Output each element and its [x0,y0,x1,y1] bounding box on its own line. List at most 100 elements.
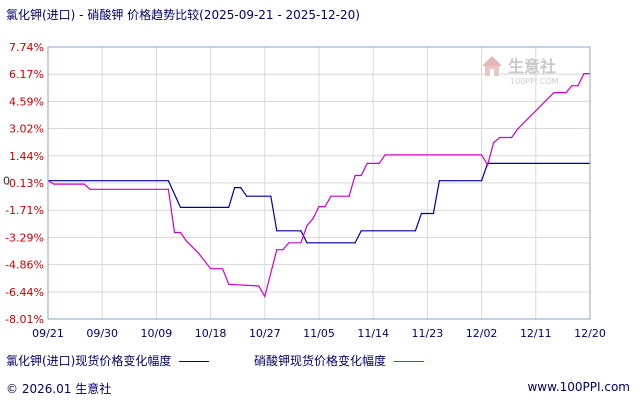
series-1-point [414,230,416,232]
legend: 氯化钾(进口)现货价格变化幅度 硝酸钾现货价格变化幅度 [0,352,640,370]
x-tick-label: 11/05 [303,327,335,340]
watermark-text: 生意社 [508,57,556,76]
series-2-point [258,285,260,287]
legend-label-series-2: 硝酸钾现货价格变化幅度 [254,354,387,368]
y-tick-label: -3.29% [5,231,44,244]
plot-border [47,46,591,320]
series-2-point [565,92,567,94]
watermark-logo-icon [482,56,502,76]
series-1-point [276,230,278,232]
y-tick-label: -1.71% [5,204,44,217]
legend-item-series-2: 硝酸钾现货价格变化幅度 [254,352,425,369]
series-2-point [493,142,495,144]
chart-svg: 生意社 100PPI.COM 7.74% 6.17% 4.59% 3.02% 1.44%… [3,41,606,340]
x-axis-ticks: 09/21 09/30 10/09 10/18 10/27 11/05 11/14 11/23… [32,327,606,340]
legend-swatch-series-2 [394,361,425,362]
series-2-point [173,231,176,234]
series-1-point [306,242,308,244]
x-tick-label: 09/21 [32,327,64,340]
x-tick-label: 11/23 [412,327,444,340]
y-zero-label: 0 [3,175,10,188]
series-1-point [234,187,236,189]
series-1-point [420,212,422,215]
series-2-point [511,136,513,139]
y-tick-label: 3.02% [9,123,44,136]
series-2-point [366,162,368,164]
series-2-point [264,295,266,297]
series-2-point [89,188,91,190]
series-1-point [240,187,242,189]
series-2-point [179,231,182,234]
y-tick-label: -6.44% [5,286,44,299]
series-2-point [306,225,308,227]
x-tick-label: 11/14 [357,327,389,340]
legend-swatch-series-1 [179,361,210,362]
series-2-point [553,92,555,94]
series-2-point [324,206,326,208]
watermark-url: 100PPI.COM [510,77,559,86]
y-tick-label: -8.01% [5,313,44,326]
series-1-point [167,180,169,182]
footer-copyright: © 2026.01 生意社 [6,382,112,396]
series-2-point [318,206,320,208]
y-tick-label: 7.74% [9,41,44,54]
series-2-point [276,249,278,251]
series-layer [47,73,591,298]
x-tick-label: 12/02 [466,327,498,340]
legend-item-series-1: 氯化钾(进口)现货价格变化幅度 [6,352,210,369]
series-1-point [300,230,302,232]
footer-site-link[interactable]: www.100PPI.com [527,380,630,394]
series-1-point [481,180,483,182]
series-2-point [583,73,585,75]
series-2-point [53,183,55,185]
series-2-point [378,162,380,164]
x-tick-label: 09/30 [86,327,118,340]
series-2-point [198,252,200,254]
series-1-point [246,195,248,197]
series-2-point [330,195,332,197]
series-1-point [270,195,272,197]
grid-layer [47,46,591,320]
series-2-point [288,242,290,244]
y-axis-ticks: 7.74% 6.17% 4.59% 3.02% 1.44% -0.13% -1.71% -3.… [3,41,44,326]
series-2-point [354,174,356,177]
series-1-point [228,206,230,208]
series-1-point [432,212,434,215]
series-2-point [481,154,483,156]
series-2-point [210,268,212,270]
footer: © 2026.01 生意社 www.100PPI.com [0,374,640,400]
y-tick-label: 4.59% [9,95,44,108]
x-tick-label: 10/18 [195,327,227,340]
series-2-point [83,183,85,185]
series-2-point [228,283,230,285]
series-1-point [360,230,362,232]
series-2-point [222,268,224,270]
series-1-point [179,206,182,208]
series-1-point [354,242,356,244]
series-2-point [577,85,579,87]
series-2-point [185,240,188,242]
series-2-point [348,195,350,197]
y-tick-label: 1.44% [9,150,44,163]
y-tick-label: -0.13% [5,177,44,190]
series-2-point [517,128,519,130]
series-2-point [360,174,362,177]
series-2-point [167,188,169,190]
series-1-point [438,180,440,182]
y-tick-label: -4.86% [5,259,44,272]
series-2-point [300,242,302,244]
x-tick-label: 12/20 [574,327,606,340]
series-2-point [571,85,573,87]
x-tick-label: 10/09 [141,327,173,340]
y-tick-label: 6.17% [9,68,44,81]
series-2-point [487,164,489,166]
chart-title: 氯化钾(进口) - 硝酸钾 价格趋势比较(2025-09-21 - 2025-1… [6,8,360,22]
watermark: 生意社 100PPI.COM [482,56,559,86]
legend-label-series-1: 氯化钾(进口)现货价格变化幅度 [6,354,172,368]
series-2-point [312,218,314,220]
series-2-point [282,249,284,251]
x-tick-label: 10/27 [249,327,281,340]
series-2-point [384,154,386,156]
series-line-1 [48,162,590,244]
